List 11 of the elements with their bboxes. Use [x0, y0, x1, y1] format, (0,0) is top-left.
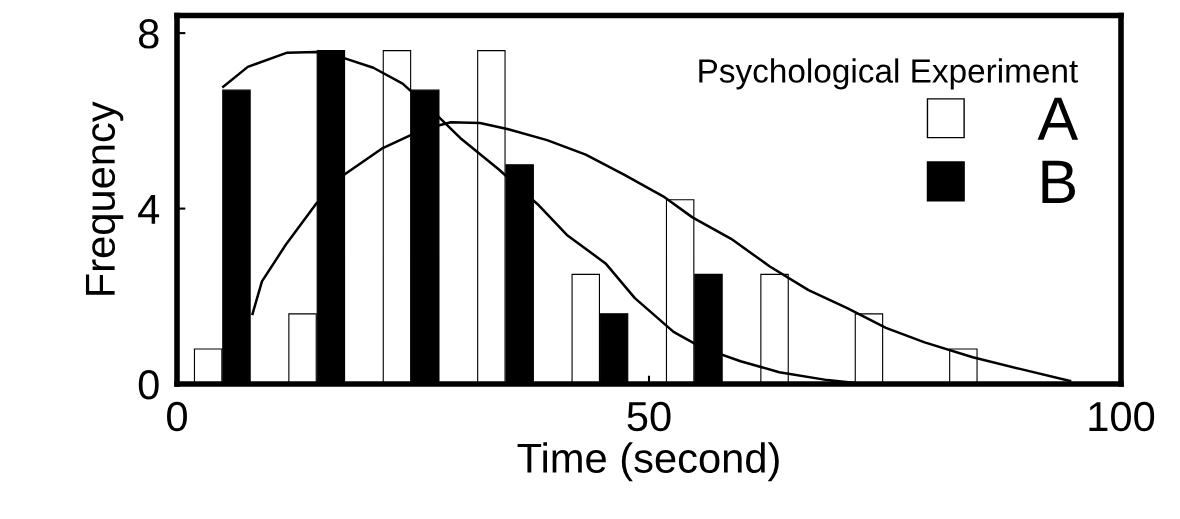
legend-label: A [1037, 97, 1079, 140]
x-tick-label: 100 [1089, 401, 1155, 432]
y-axis-title: Frequency [85, 101, 124, 295]
y-tick-label: 8 [138, 19, 159, 49]
y-tick-label: 4 [138, 195, 160, 224]
legend-label: B [1042, 160, 1075, 203]
x-tick-label: 0 [167, 401, 187, 432]
legend-title: Psychological Experiment [699, 58, 1078, 90]
x-axis-title: Time (second) [517, 442, 779, 482]
x-tick-label: 50 [627, 401, 671, 432]
y-tick-label: 0 [138, 370, 159, 400]
